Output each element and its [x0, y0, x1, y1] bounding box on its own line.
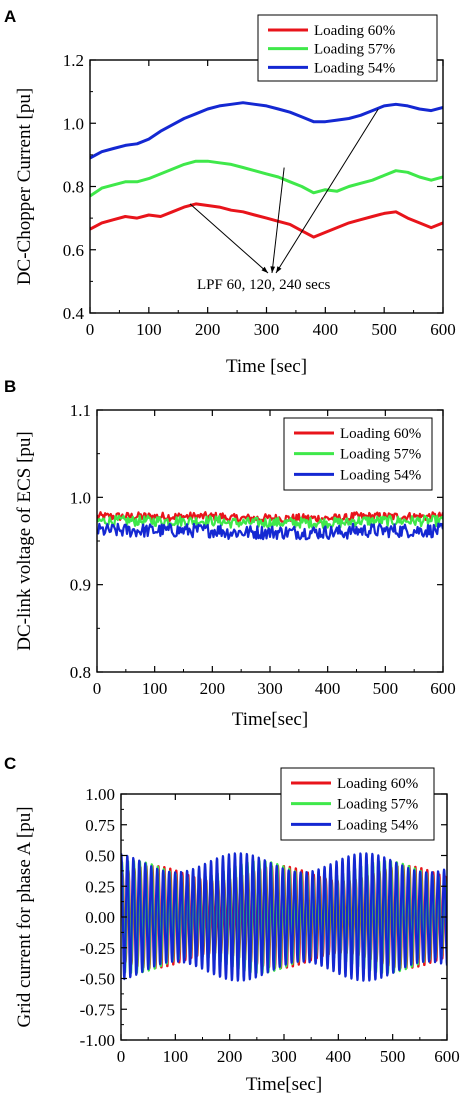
series-line-2: [97, 514, 443, 529]
x-tick-label: 500: [371, 320, 397, 339]
x-tick-label: 500: [380, 1047, 406, 1066]
y-tick-label: 1.0: [70, 488, 91, 507]
annotation-text: LPF 60, 120, 240 secs: [197, 277, 331, 293]
legend-label: Loading 57%: [340, 447, 421, 463]
panel-label: A: [4, 7, 16, 26]
y-tick-label: 1.2: [63, 51, 84, 70]
y-tick-label: 0.00: [85, 908, 115, 927]
x-tick-label: 400: [315, 679, 341, 698]
series-line-3: [97, 522, 443, 541]
y-tick-label: 1.0: [63, 114, 84, 133]
y-tick-label: 0.4: [63, 304, 85, 323]
y-tick-label: 0.8: [63, 178, 84, 197]
plot-area: [97, 511, 443, 541]
x-tick-label: 0: [117, 1047, 126, 1066]
x-tick-label: 100: [136, 320, 162, 339]
legend-label: Loading 54%: [340, 467, 421, 483]
y-tick-label: -1.00: [80, 1031, 115, 1050]
y-tick-label: 0.75: [85, 816, 115, 835]
x-axis-label: Time[sec]: [246, 1074, 322, 1095]
y-tick-label: 1.00: [85, 785, 115, 804]
y-tick-label: 0.8: [70, 663, 91, 682]
panel-label: B: [4, 377, 16, 396]
x-tick-label: 300: [257, 679, 283, 698]
x-tick-label: 600: [430, 320, 456, 339]
x-tick-label: 400: [326, 1047, 352, 1066]
series-line-3: [121, 852, 447, 982]
panel-label: C: [4, 754, 16, 773]
x-tick-label: 400: [313, 320, 339, 339]
x-tick-label: 600: [434, 1047, 460, 1066]
x-tick-label: 0: [93, 679, 102, 698]
legend-label: Loading 60%: [314, 23, 395, 39]
x-tick-label: 100: [163, 1047, 189, 1066]
x-axis-label: Time[sec]: [232, 709, 308, 730]
legend-label: Loading 57%: [314, 42, 395, 58]
annotation-arrow: [189, 203, 269, 274]
x-axis-label: Time [sec]: [226, 356, 307, 377]
x-tick-label: 300: [271, 1047, 297, 1066]
series-line-3: [90, 101, 443, 160]
annotation-arrowhead: [261, 266, 268, 273]
legend-label: Loading 60%: [337, 776, 418, 792]
legend-label: Loading 54%: [314, 60, 395, 76]
y-axis-label: DC-Chopper Current [pu]: [14, 88, 35, 285]
legend-label: Loading 57%: [337, 797, 418, 813]
y-tick-label: -0.75: [80, 1000, 115, 1019]
y-tick-label: 0.9: [70, 576, 91, 595]
panel-c: C 0 100 200 300 400 500 600 -1.00 -0.75 -0.50 -0.25…: [4, 754, 460, 1095]
y-tick-label: 0.6: [63, 241, 84, 260]
legend-label: Loading 60%: [340, 426, 421, 442]
panel-b: B 0 100 200 300 400 500 600 0.8 0.9 1.0 1.1 Time[sec…: [4, 377, 456, 730]
x-tick-label: 200: [195, 320, 221, 339]
y-tick-label: 0.50: [85, 847, 115, 866]
y-tick-label: -0.25: [80, 939, 115, 958]
annotation-arrowhead: [270, 266, 276, 273]
x-tick-label: 500: [373, 679, 399, 698]
x-tick-label: 0: [86, 320, 95, 339]
x-tick-label: 100: [142, 679, 168, 698]
annotation-arrowhead: [276, 266, 282, 273]
y-axis-label: DC-link voltage of ECS [pu]: [14, 431, 35, 651]
plot-area: [90, 101, 443, 239]
series-line-2: [90, 159, 443, 198]
legend: Loading 60% Loading 57% Loading 54%: [257, 14, 438, 82]
annotation-arrow: [271, 167, 285, 274]
x-tick-label: 600: [430, 679, 456, 698]
y-tick-label: 0.25: [85, 877, 115, 896]
y-tick-label: 1.1: [70, 401, 91, 420]
y-axis-label: Grid current for phase A [pu]: [14, 806, 35, 1027]
plot-frame: [89, 59, 444, 314]
legend: Loading 60% Loading 57% Loading 54%: [283, 417, 433, 491]
panel-a: A 0 100 200 300 400 500 600 0.4 0.6 0.8 1.0 1.2 Time …: [4, 7, 456, 377]
x-tick-label: 200: [217, 1047, 243, 1066]
x-tick-label: 300: [254, 320, 280, 339]
annotation-arrow: [275, 108, 379, 274]
series-line-1: [90, 202, 443, 239]
x-tick-label: 200: [200, 679, 226, 698]
legend: Loading 60% Loading 57% Loading 54%: [280, 767, 435, 841]
y-tick-label: -0.50: [80, 970, 115, 989]
legend-label: Loading 54%: [337, 817, 418, 833]
series-line-1: [97, 511, 443, 524]
plot-area: [121, 852, 447, 982]
